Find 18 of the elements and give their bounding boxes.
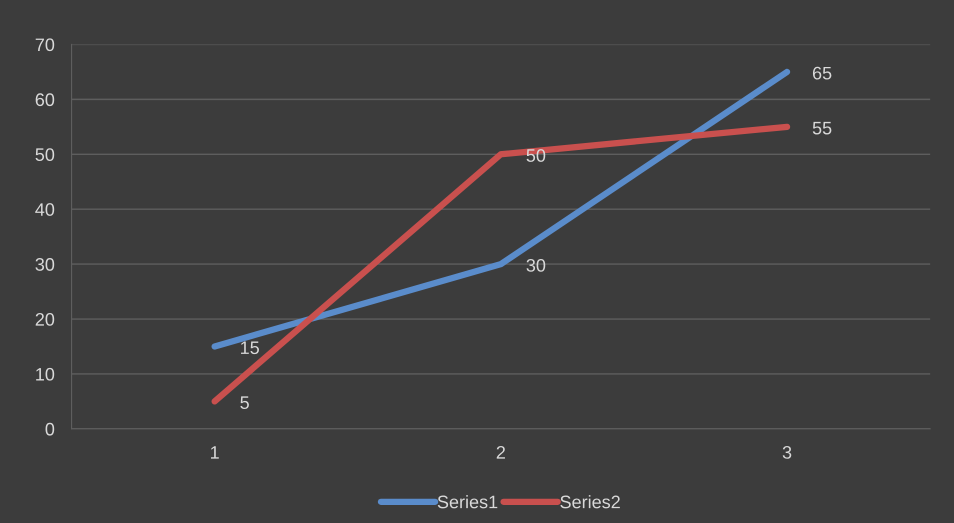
data-label: 5 [240,396,249,410]
y-tick-label: 70 [36,38,54,52]
x-tick-label: 3 [782,446,792,459]
legend-label: Series1 [438,495,498,508]
y-tick-label: 10 [36,368,54,381]
x-tick-label: 1 [211,446,219,459]
y-tick-label: 60 [36,93,54,106]
y-tick-label: 50 [36,148,54,162]
y-tick-label: 40 [35,203,54,216]
data-label: 15 [241,342,259,354]
y-tick-label: 0 [46,422,54,436]
y-tick-label: 30 [35,258,54,271]
data-label: 65 [812,66,832,80]
data-label: 30 [526,258,546,272]
legend-label: Series2 [560,495,620,508]
y-tick-label: 20 [36,312,54,326]
data-label: 55 [812,122,832,134]
x-tick-label: 2 [496,446,505,459]
